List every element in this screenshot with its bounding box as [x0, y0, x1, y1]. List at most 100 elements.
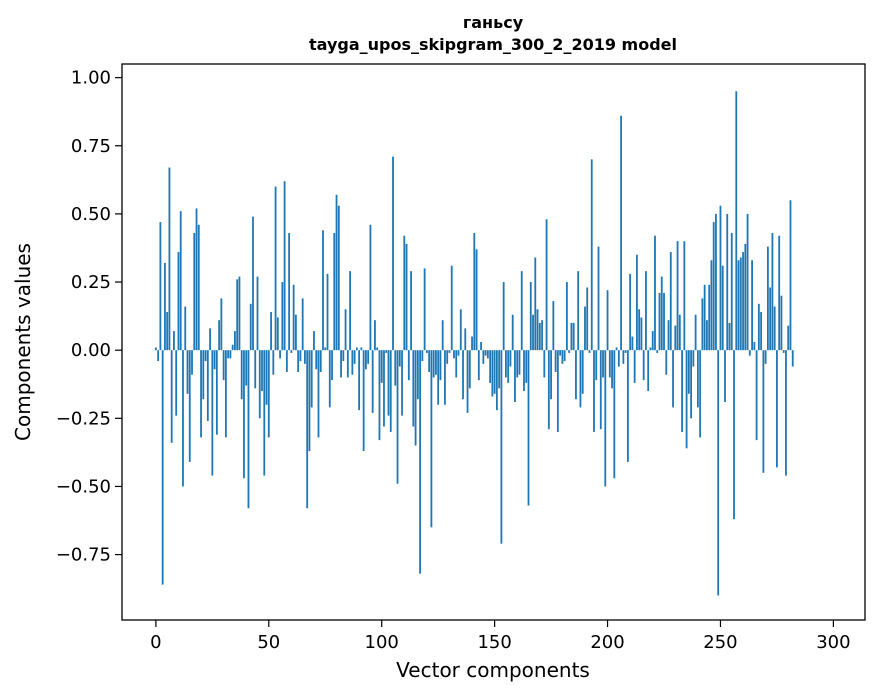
bar-195 [595, 350, 598, 381]
bar-187 [577, 271, 580, 351]
bar-170 [538, 322, 541, 351]
bar-201 [608, 350, 611, 378]
bar-190 [584, 306, 586, 351]
bar-74 [322, 230, 324, 351]
bar-29 [220, 298, 223, 351]
bar-172 [543, 350, 546, 378]
bar-274 [773, 306, 776, 351]
bar-186 [575, 350, 577, 400]
bar-205 [617, 350, 620, 367]
bar-32 [227, 350, 230, 359]
bar-242 [701, 298, 704, 351]
bar-244 [706, 320, 708, 351]
bar-200 [606, 290, 609, 351]
bar-50 [267, 350, 270, 438]
y-tick-label: 0.00 [71, 340, 111, 361]
bar-191 [586, 287, 589, 351]
bar-117 [419, 350, 422, 574]
bar-85 [346, 350, 349, 378]
x-tick-label: 300 [816, 632, 850, 653]
bar-148 [489, 350, 492, 383]
bar-248 [715, 213, 717, 351]
bar-75 [324, 347, 327, 351]
y-tick-label: −0.25 [56, 408, 111, 429]
bar-16 [191, 350, 193, 375]
bar-34 [231, 344, 234, 351]
bar-56 [281, 282, 284, 351]
bar-223 [658, 292, 661, 351]
bar-12 [182, 350, 184, 487]
y-axis-ticks: −0.75 −0.50 −0.25 0.00 0.25 0.50 0.75 1.00 [56, 68, 122, 566]
bar-164 [525, 350, 528, 383]
bar-63 [297, 350, 300, 372]
bar-169 [536, 309, 539, 351]
bar-6 [168, 167, 171, 351]
bar-44 [254, 350, 257, 389]
bar-153 [500, 350, 503, 544]
bar-271 [766, 246, 769, 351]
bar-157 [509, 350, 512, 367]
bar-126 [439, 350, 442, 381]
x-tick-label: 200 [590, 632, 624, 653]
bar-211 [631, 336, 634, 351]
bar-106 [394, 350, 397, 386]
bar-122 [430, 350, 433, 528]
bar-55 [279, 350, 281, 359]
bar-21 [202, 350, 205, 400]
bar-97 [374, 320, 376, 351]
bar-31 [224, 350, 227, 438]
bar-26 [213, 350, 216, 370]
bar-70 [313, 331, 315, 351]
bar-197 [599, 350, 602, 430]
bar-279 [785, 350, 787, 476]
bar-228 [669, 252, 672, 351]
bar-15 [188, 350, 191, 462]
bar-175 [550, 350, 552, 400]
bar-94 [367, 350, 370, 364]
bar-118 [421, 350, 424, 362]
bar-79 [333, 232, 336, 351]
plot-frame [121, 63, 866, 621]
bar-100 [380, 350, 383, 383]
bar-61 [292, 284, 295, 351]
bar-91 [360, 347, 363, 351]
bar-54 [276, 317, 279, 351]
bar-177 [554, 350, 557, 372]
bar-82 [340, 350, 342, 378]
bar-277 [780, 295, 783, 351]
bar-13 [184, 306, 187, 351]
bar-238 [692, 350, 695, 367]
y-tick-label: −0.75 [56, 545, 111, 566]
bar-37 [238, 276, 241, 351]
bar-110 [403, 235, 406, 351]
bar-19 [197, 224, 200, 351]
bar-59 [288, 232, 291, 351]
x-tick-label: 0 [150, 632, 161, 653]
bar-130 [448, 350, 451, 353]
bar-66 [304, 350, 306, 364]
bar-20 [200, 350, 202, 438]
bar-178 [556, 350, 559, 432]
bar-233 [681, 350, 683, 432]
bar-254 [728, 322, 731, 351]
bar-189 [581, 350, 584, 394]
bar-198 [602, 350, 604, 378]
x-tick-label: 100 [365, 632, 399, 653]
bar-46 [258, 350, 261, 419]
bar-266 [755, 350, 758, 441]
bar-199 [604, 350, 607, 487]
y-tick-label: 1.00 [71, 68, 111, 89]
bar-109 [401, 350, 403, 416]
bar-265 [753, 342, 756, 351]
bar-9 [175, 350, 178, 416]
bar-48 [263, 350, 266, 476]
bar-52 [272, 350, 275, 375]
bar-83 [342, 350, 345, 362]
bar-247 [712, 222, 715, 351]
bar-156 [507, 350, 510, 383]
bar-227 [667, 320, 670, 351]
bar-268 [760, 312, 763, 351]
bar-88 [353, 350, 356, 364]
bar-35 [234, 331, 236, 351]
